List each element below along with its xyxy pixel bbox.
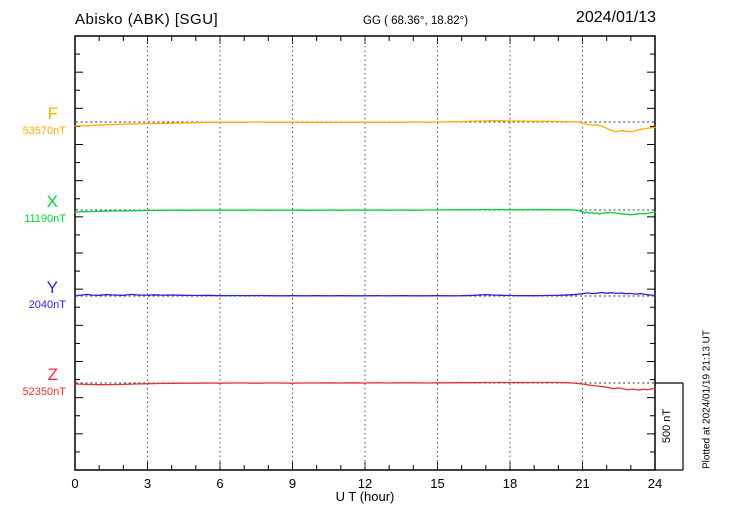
- x-tick-label-18: 18: [503, 476, 517, 491]
- x-tick-label-3: 3: [144, 476, 151, 491]
- station-title: Abisko (ABK) [SGU]: [75, 11, 219, 28]
- trace-label-Z: Z: [47, 365, 58, 384]
- trace-X: [74, 208, 656, 216]
- trace-base-value-Y: 2040nT: [28, 299, 66, 311]
- trace-label-X: X: [46, 192, 58, 211]
- x-tick-label-0: 0: [71, 476, 78, 491]
- trace-Y: [74, 291, 656, 297]
- x-tick-label-9: 9: [289, 476, 296, 491]
- plot-date: 2024/01/13: [575, 9, 656, 26]
- trace-base-value-F: 53570nT: [22, 125, 66, 137]
- trace-Z: [74, 381, 656, 391]
- trace-label-Y: Y: [46, 278, 58, 297]
- trace-base-value-Z: 52350nT: [22, 386, 66, 398]
- scale-bar-label: 500 nT: [661, 408, 673, 444]
- geographic-coordinates: GG ( 68.36°, 18.82°): [363, 15, 469, 27]
- x-tick-label-21: 21: [575, 476, 589, 491]
- x-tick-label-12: 12: [358, 476, 372, 491]
- x-tick-label-15: 15: [430, 476, 444, 491]
- x-axis-title: U T (hour): [335, 489, 395, 504]
- trace-F: [74, 119, 656, 133]
- plotted-timestamp-note: Plotted at 2024/01/19 21:13 UT: [701, 330, 713, 469]
- trace-label-F: F: [47, 104, 58, 123]
- trace-base-value-X: 11190nT: [24, 213, 66, 225]
- x-tick-label-24: 24: [648, 476, 662, 491]
- x-tick-label-6: 6: [216, 476, 223, 491]
